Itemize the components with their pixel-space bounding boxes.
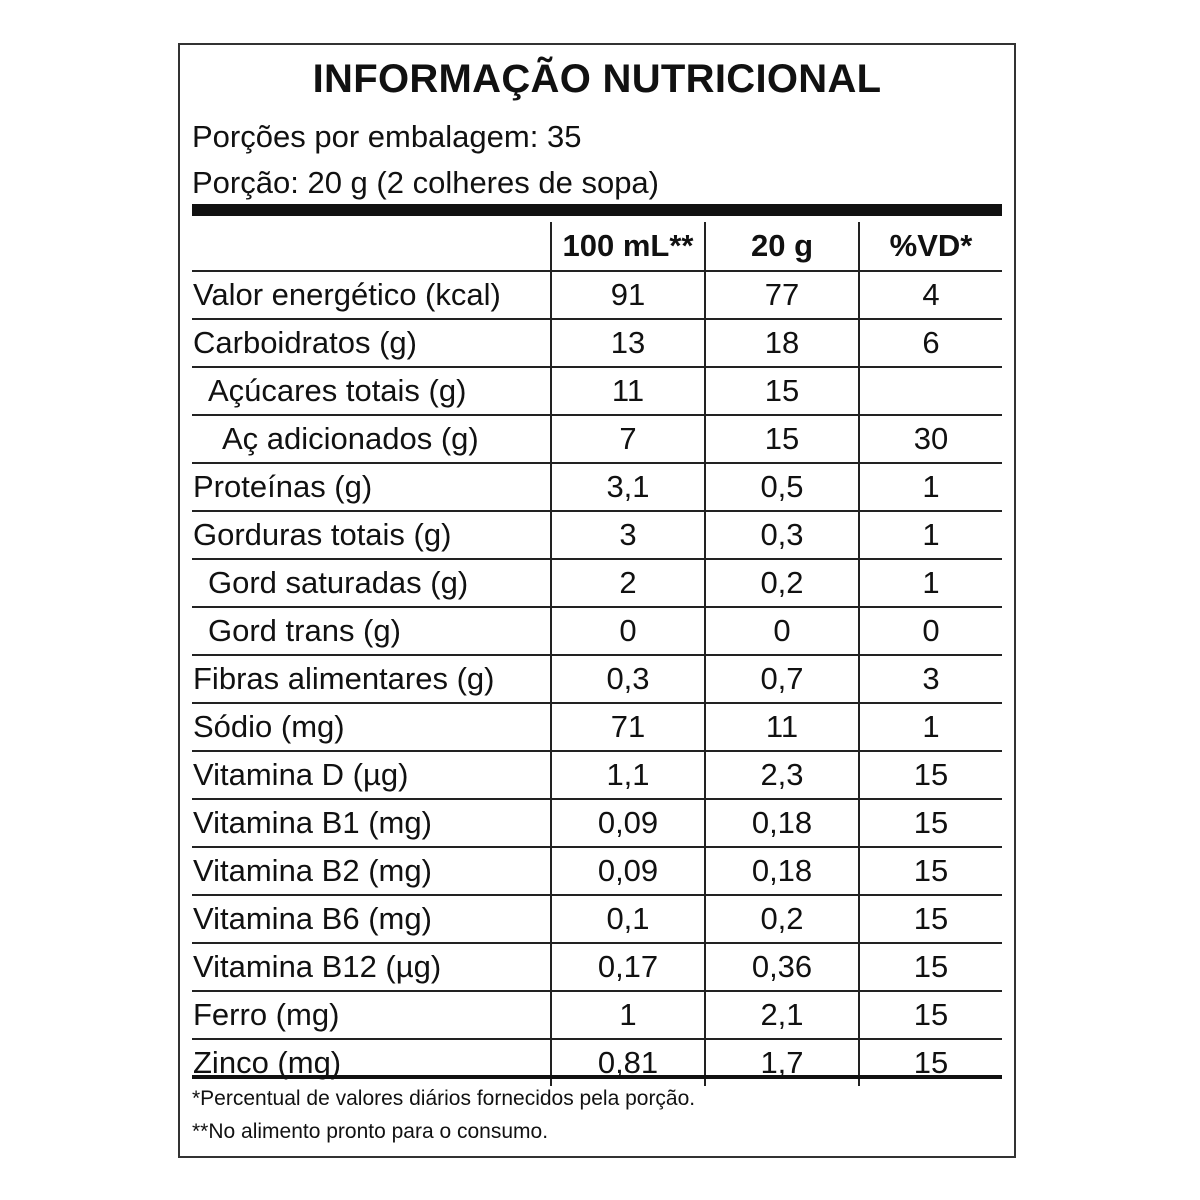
- value-20g: 0,7: [704, 655, 859, 704]
- serving-size: Porção: 20 g (2 colheres de sopa): [192, 165, 659, 200]
- value-20g: 2,1: [704, 991, 859, 1040]
- table-row: Carboidratos (g) 13 18 6: [192, 319, 1002, 368]
- table-row: Vitamina B6 (mg) 0,1 0,2 15: [192, 895, 1002, 944]
- servings-per-package: Porções por embalagem: 35: [192, 119, 582, 154]
- value-20g: 0,2: [704, 895, 859, 944]
- value-vd: 3: [858, 655, 1002, 704]
- table-row: Aç adicionados (g) 7 15 30: [192, 415, 1002, 464]
- footnote-ready: **No alimento pronto para o consumo.: [192, 1120, 549, 1143]
- value-vd: 1: [858, 559, 1002, 608]
- value-vd: 30: [858, 415, 1002, 464]
- nutrient-name: Vitamina B2 (mg): [192, 847, 551, 896]
- value-100ml: 1: [550, 991, 705, 1040]
- header-nutrient: [192, 222, 551, 272]
- nutrient-name: Açúcares totais (g): [192, 367, 551, 416]
- value-vd: [858, 367, 1002, 416]
- value-vd: 15: [858, 943, 1002, 992]
- nutrient-name: Zinco (mg): [193, 1045, 342, 1080]
- value-20g: 0,5: [704, 463, 859, 512]
- value-100ml: 0,09: [550, 847, 705, 896]
- header-100ml: 100 mL**: [550, 222, 705, 272]
- table-row: Gord trans (g) 0 0 0: [192, 607, 1002, 656]
- value-100ml: 0,3: [550, 655, 705, 704]
- table-row: Vitamina D (µg) 1,1 2,3 15: [192, 751, 1002, 800]
- header-vd: %VD*: [858, 222, 1002, 272]
- value-vd: 15: [858, 847, 1002, 896]
- nutrition-label: INFORMAÇÃO NUTRICIONAL Porções por embal…: [178, 43, 1016, 1158]
- header-20g: 20 g: [704, 222, 859, 272]
- value-100ml: 3,1: [550, 463, 705, 512]
- value-100ml: 1,1: [550, 751, 705, 800]
- table-row: Gord saturadas (g) 2 0,2 1: [192, 559, 1002, 608]
- value-20g: 2,3: [704, 751, 859, 800]
- table-header-row: 100 mL** 20 g %VD*: [192, 222, 1002, 272]
- value-20g: 0,18: [704, 799, 859, 848]
- table-row: Gorduras totais (g) 3 0,3 1: [192, 511, 1002, 560]
- nutrient-name: Vitamina B1 (mg): [192, 799, 551, 848]
- nutrient-name: Vitamina B6 (mg): [192, 895, 551, 944]
- label-title: INFORMAÇÃO NUTRICIONAL: [312, 57, 882, 101]
- table-row: Vitamina B2 (mg) 0,09 0,18 15: [192, 847, 1002, 896]
- nutrient-name: Carboidratos (g): [192, 319, 551, 368]
- nutrient-name: Sódio (mg): [192, 703, 551, 752]
- value-100ml: 0,09: [550, 799, 705, 848]
- value-vd: 1: [858, 463, 1002, 512]
- value-vd: 1: [858, 703, 1002, 752]
- value-20g: 18: [704, 319, 859, 368]
- value-100ml: 0: [550, 607, 705, 656]
- value-vd: 6: [858, 319, 1002, 368]
- value-100ml: 13: [550, 319, 705, 368]
- nutrient-name: Vitamina B12 (µg): [192, 943, 551, 992]
- table-row: Ferro (mg) 1 2,1 15: [192, 991, 1002, 1040]
- value-100ml: 11: [550, 367, 705, 416]
- nutrient-name: Valor energético (kcal): [192, 271, 551, 320]
- value-vd: 15: [858, 991, 1002, 1040]
- table-row: Proteínas (g) 3,1 0,5 1: [192, 463, 1002, 512]
- nutrient-name: Fibras alimentares (g): [192, 655, 551, 704]
- table-row: Vitamina B12 (µg) 0,17 0,36 15: [192, 943, 1002, 992]
- nutrient-name: Gorduras totais (g): [192, 511, 551, 560]
- table-row: Fibras alimentares (g) 0,3 0,7 3: [192, 655, 1002, 704]
- value-20g: 15: [704, 415, 859, 464]
- nutrient-name: Gord trans (g): [192, 607, 551, 656]
- value-100ml: 91: [550, 271, 705, 320]
- value-100ml: 3: [550, 511, 705, 560]
- table-row: Valor energético (kcal) 91 77 4: [192, 271, 1002, 320]
- value-vd: 15: [858, 751, 1002, 800]
- nutrition-table: 100 mL** 20 g %VD* Valor energético (kca…: [192, 222, 1002, 1086]
- value-20g: 0,36: [704, 943, 859, 992]
- value-100ml: 71: [550, 703, 705, 752]
- value-100ml: 0,1: [550, 895, 705, 944]
- footnote-vd: *Percentual de valores diários fornecido…: [192, 1087, 696, 1110]
- value-vd: 0: [858, 607, 1002, 656]
- value-20g: 77: [704, 271, 859, 320]
- value-20g: 15: [704, 367, 859, 416]
- table-row: Vitamina B1 (mg) 0,09 0,18 15: [192, 799, 1002, 848]
- table-row: Sódio (mg) 71 11 1: [192, 703, 1002, 752]
- value-20g: 0: [704, 607, 859, 656]
- value-20g: 0,18: [704, 847, 859, 896]
- value-100ml: 0,17: [550, 943, 705, 992]
- value-vd: 1: [858, 511, 1002, 560]
- value-20g: 11: [704, 703, 859, 752]
- nutrient-name: Vitamina D (µg): [192, 751, 551, 800]
- value-100ml: 2: [550, 559, 705, 608]
- bottom-divider: [192, 1075, 1002, 1079]
- value-20g: 0,2: [704, 559, 859, 608]
- value-vd: 15: [858, 799, 1002, 848]
- thick-divider: [192, 204, 1002, 216]
- nutrient-name: Aç adicionados (g): [192, 415, 551, 464]
- value-vd: 15: [858, 895, 1002, 944]
- value-100ml: 7: [550, 415, 705, 464]
- table-row: Açúcares totais (g) 11 15: [192, 367, 1002, 416]
- nutrient-name: Ferro (mg): [192, 991, 551, 1040]
- value-vd: 4: [858, 271, 1002, 320]
- nutrient-name: Proteínas (g): [192, 463, 551, 512]
- value-20g: 0,3: [704, 511, 859, 560]
- nutrient-name: Gord saturadas (g): [192, 559, 551, 608]
